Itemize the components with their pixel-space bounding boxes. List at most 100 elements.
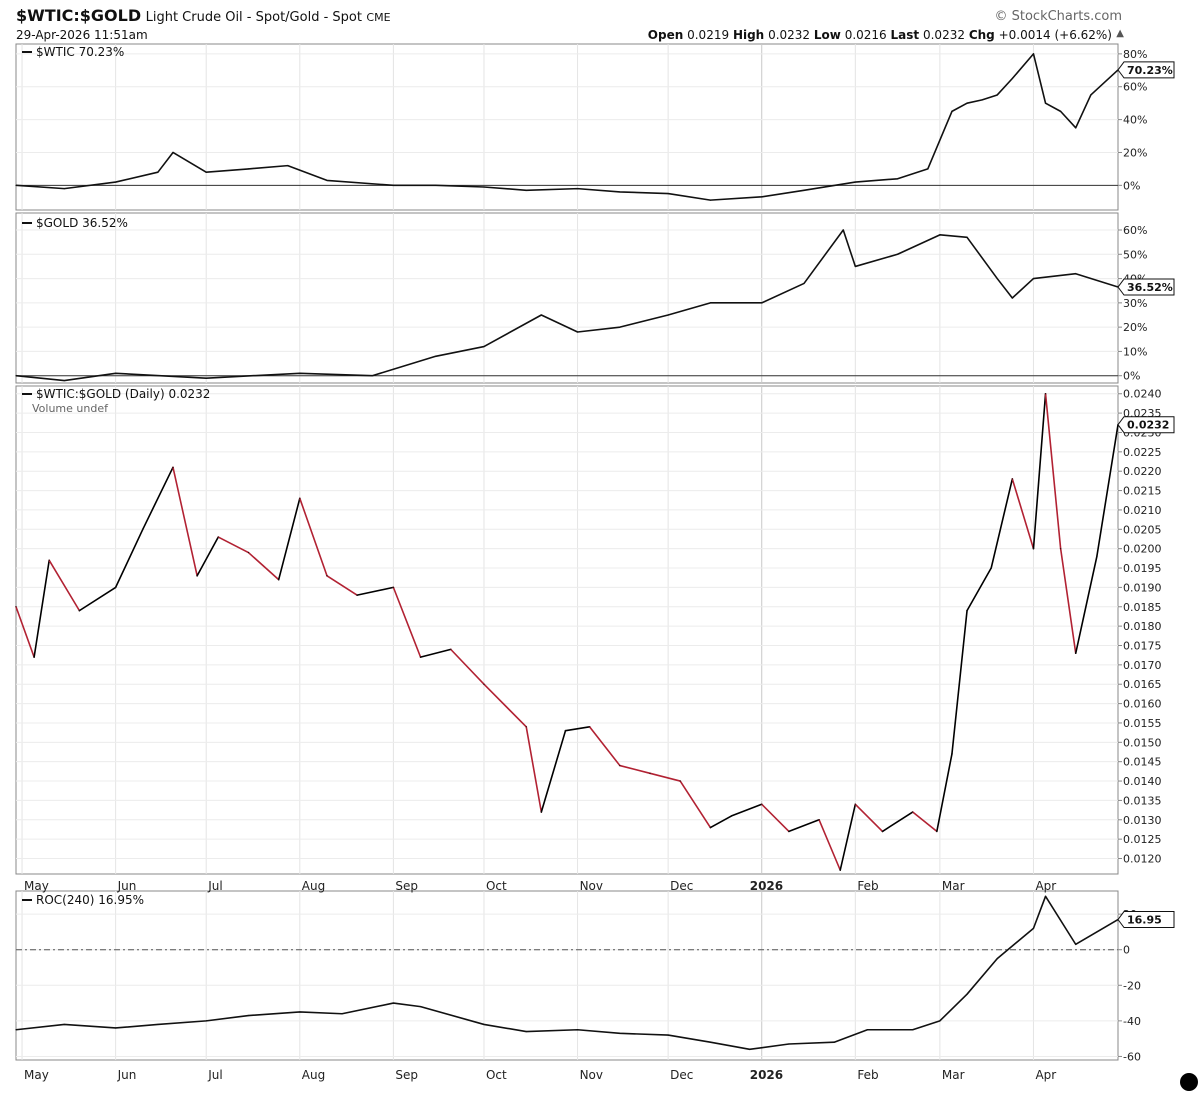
y-tick-label: 20% <box>1123 321 1147 334</box>
price-segment <box>839 803 857 871</box>
data-point <box>247 1014 250 1017</box>
data-point <box>589 726 591 728</box>
y-tick-label: 0.0125 <box>1123 833 1162 846</box>
price-segment <box>48 559 81 612</box>
data-point <box>435 184 437 186</box>
price-segment <box>649 772 682 782</box>
y-tick-label: 0.0215 <box>1123 485 1162 498</box>
x-tick-label: Aug <box>302 879 325 893</box>
x-tick-label: Aug <box>302 1068 325 1082</box>
data-point <box>1075 273 1077 275</box>
last-value-tag <box>1117 61 1175 79</box>
data-point <box>966 102 968 104</box>
data-point <box>619 191 621 193</box>
legend-label: $WTIC:$GOLD (Daily) 0.0232 <box>36 387 210 401</box>
data-point <box>1060 548 1062 550</box>
price-segment <box>854 803 884 833</box>
data-point <box>749 1048 751 1050</box>
exchange: CME <box>366 11 391 24</box>
last-label: Last <box>890 28 920 42</box>
data-point <box>927 168 929 170</box>
open-value: 0.0219 <box>687 28 730 42</box>
data-point <box>679 780 681 782</box>
price-segment <box>1096 423 1119 558</box>
data-point <box>157 1023 159 1026</box>
series-line <box>15 229 1119 382</box>
x-tick-label: Sep <box>395 1068 418 1082</box>
data-point <box>1032 927 1035 929</box>
x-tick-label: Jun <box>117 879 137 893</box>
x-tick-label: May <box>24 1068 49 1082</box>
last-value-tag <box>1117 911 1175 929</box>
legend-label: $GOLD 36.52% <box>36 216 128 230</box>
y-tick-label: -40 <box>1123 1015 1141 1028</box>
data-point <box>371 375 373 377</box>
data-point <box>419 1006 422 1008</box>
price-segment <box>1059 547 1077 655</box>
data-point <box>392 184 394 186</box>
x-tick-label: Nov <box>580 1068 603 1082</box>
data-point <box>667 1034 669 1036</box>
y-tick-label: 0.0170 <box>1123 659 1162 672</box>
y-tick-label: 0.0220 <box>1123 465 1162 478</box>
data-point <box>912 811 914 813</box>
data-point <box>966 236 968 238</box>
data-point <box>142 528 144 530</box>
data-point <box>839 869 841 871</box>
data-point <box>619 1032 621 1034</box>
brand-logo[interactable]: © StockCharts.com <box>994 9 1122 24</box>
data-point <box>419 656 422 658</box>
data-point <box>172 466 174 468</box>
legend-label: $WTIC 70.23% <box>36 45 124 59</box>
data-point <box>115 372 117 374</box>
symbol: $WTIC:$GOLD <box>16 6 142 25</box>
y-tick-label: 0% <box>1123 370 1140 383</box>
data-point <box>157 171 159 173</box>
y-tick-label: 50% <box>1123 248 1147 261</box>
data-point <box>205 171 207 173</box>
last-value: 0.0232 <box>922 28 965 42</box>
data-point <box>299 1011 301 1013</box>
data-point <box>803 189 805 191</box>
y-tick-label: 0.0150 <box>1123 736 1162 749</box>
price-segment <box>911 811 938 833</box>
price-segment <box>540 729 567 813</box>
data-point <box>15 375 17 377</box>
y-tick-label: 0.0120 <box>1123 853 1162 866</box>
price-segment <box>277 497 301 581</box>
open-label: Open <box>647 28 684 42</box>
data-point <box>15 1029 17 1031</box>
x-tick-label: Dec <box>670 1068 693 1082</box>
y-tick-label: -20 <box>1123 979 1141 992</box>
y-tick-label: 0 <box>1123 944 1130 957</box>
y-tick-label: 0.0175 <box>1123 639 1162 652</box>
price-segment <box>619 764 651 775</box>
low-value: 0.0216 <box>844 28 887 42</box>
legend-label: ROC(240) 16.95% <box>36 893 144 907</box>
data-point <box>483 345 485 348</box>
y-tick-label: 0.0200 <box>1123 543 1162 556</box>
data-point <box>761 196 763 198</box>
price-segment <box>788 818 820 833</box>
x-tick-label: Mar <box>942 1068 965 1082</box>
price-segment <box>196 536 220 577</box>
x-tick-label: Dec <box>670 879 693 893</box>
data-point <box>842 229 844 231</box>
data-point <box>761 302 763 304</box>
y-tick-label: 0% <box>1123 179 1140 192</box>
data-point <box>1032 277 1035 280</box>
data-point <box>115 586 117 588</box>
data-point <box>525 1030 527 1033</box>
panel-frame <box>15 43 1119 211</box>
price-segment <box>392 586 422 658</box>
last-value-label: 36.52% <box>1127 281 1173 294</box>
data-point <box>1032 53 1035 55</box>
price-segment <box>709 815 733 829</box>
data-point <box>818 819 820 821</box>
y-tick-label: 40% <box>1123 114 1147 127</box>
series-line <box>15 53 1119 201</box>
price-segment <box>114 528 144 589</box>
y-tick-label: 0.0205 <box>1123 523 1162 536</box>
data-point <box>1096 555 1098 558</box>
